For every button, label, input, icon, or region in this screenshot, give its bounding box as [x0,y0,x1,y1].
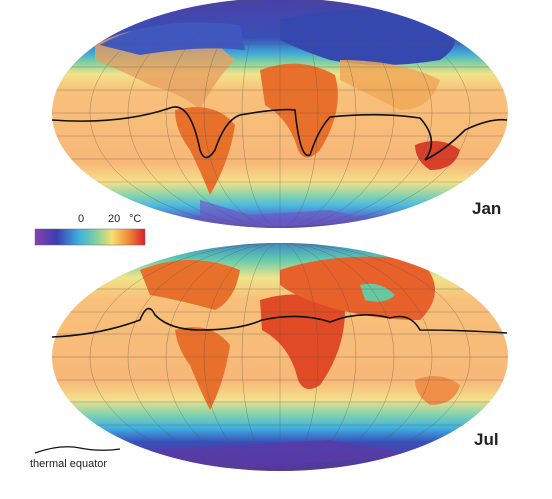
note-line [34,446,121,454]
map-label: Jul [474,430,499,449]
thermal-equator-jul [51,307,508,338]
thermal-equator-jan [51,106,508,161]
legend-tick: 0 [78,213,84,225]
legend-unit: °C [129,213,141,225]
note-label: thermal equator [30,458,107,470]
map-label: Jan [472,199,501,218]
graticule-jan [52,0,508,228]
legend-tick: 20 [108,213,120,225]
color-bar [34,228,146,246]
graticule-jul [52,243,508,471]
